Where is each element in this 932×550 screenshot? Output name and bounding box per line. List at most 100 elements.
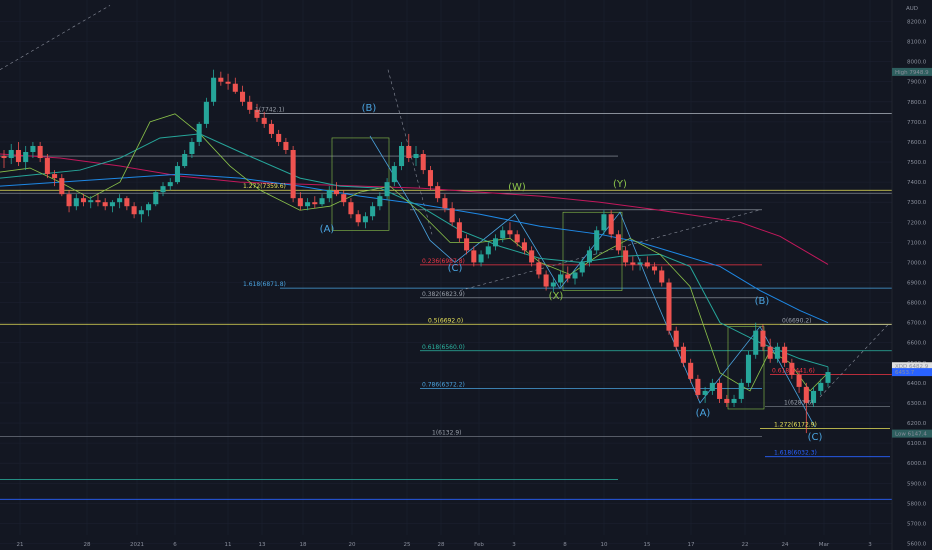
- candle-body: [305, 202, 311, 207]
- candle-body: [15, 149, 21, 163]
- wave-path: [454, 211, 816, 428]
- candle-body: [724, 398, 730, 403]
- candle-body: [767, 346, 773, 359]
- candle-body: [594, 230, 600, 251]
- moving-average-line: [0, 113, 829, 392]
- fib-level-label: 1.618(6871.8): [243, 281, 286, 288]
- candle-body: [717, 382, 723, 399]
- time-tick-label: 24: [782, 542, 789, 548]
- price-tick-label: 7000.0: [907, 260, 927, 266]
- price-tick-label: 5700.0: [907, 521, 927, 527]
- price-tag-text: XDD 6482.9: [895, 364, 929, 370]
- candles: [1, 69, 831, 434]
- price-tick-label: 6900.0: [907, 281, 927, 287]
- price-tick-label: 7200.0: [907, 220, 927, 226]
- candle-body: [153, 192, 159, 205]
- candle-body: [203, 101, 209, 124]
- candle-body: [333, 190, 340, 195]
- candle-body: [399, 145, 405, 167]
- candle-body: [247, 101, 253, 110]
- candle-body: [529, 250, 535, 263]
- price-axis[interactable]: AUD 8200.0 8100.0 8000.0 7900.0 7800.0 7700.0…: [891, 0, 927, 550]
- price-tick-label: 5800.0: [907, 501, 927, 507]
- fib-level-label: 1.618(6032.3): [774, 450, 817, 457]
- moving-average-line: [0, 133, 829, 368]
- candle-body: [514, 234, 520, 243]
- wave-label: (B): [362, 103, 377, 114]
- candle-body: [167, 182, 173, 187]
- price-tick-label: 7700.0: [907, 120, 927, 126]
- price-tick-label: 5600.0: [907, 542, 927, 548]
- candle-body: [95, 200, 101, 203]
- candle-body: [239, 91, 246, 102]
- fib-level-label: 0.236(6987.8): [422, 258, 465, 265]
- candle-body: [297, 198, 303, 207]
- moving-average-line: [0, 153, 829, 265]
- candle-body: [615, 234, 621, 251]
- candle-body: [818, 382, 824, 391]
- price-tick-label: 7100.0: [907, 240, 927, 246]
- candle-body: [774, 346, 780, 359]
- candle-body: [211, 77, 217, 102]
- candle-body: [290, 149, 296, 199]
- candle-body: [572, 272, 578, 279]
- wave-label: (A): [320, 224, 335, 235]
- candle-body: [608, 214, 614, 235]
- pattern-box: [562, 211, 623, 291]
- candle-body: [362, 216, 368, 223]
- candle-body: [276, 133, 282, 142]
- price-tick-label: 8200.0: [907, 20, 927, 26]
- candle-body: [52, 174, 58, 179]
- price-tag-bg: [892, 67, 932, 76]
- time-tick-label: Mar: [819, 542, 830, 548]
- wave-label: (C): [448, 263, 463, 274]
- candle-body: [623, 250, 629, 263]
- candle-body: [254, 109, 260, 118]
- candle-body: [160, 186, 166, 193]
- candle-body: [702, 390, 708, 395]
- time-tick-label: 21: [17, 542, 24, 548]
- candle-body: [174, 166, 181, 183]
- candle-body: [88, 200, 94, 203]
- candle-body: [377, 196, 383, 207]
- candle-body: [630, 262, 636, 265]
- wave-path: [369, 135, 456, 263]
- candle-body: [565, 274, 571, 279]
- price-tick-label: 7400.0: [907, 180, 927, 186]
- price-tag-bg: [892, 362, 932, 371]
- fib-labels: 1(7742.1) 1.272(7359.6) 0.236(6987.8) 1.618…: [243, 106, 817, 456]
- candle-body: [536, 262, 542, 275]
- candle-body: [261, 117, 267, 124]
- price-tag-bg: [892, 368, 932, 377]
- candle-body: [550, 282, 556, 287]
- candle-body: [811, 390, 817, 403]
- candle-body: [59, 178, 65, 195]
- time-axis[interactable]: 21 28 2021 6 11 13 18 20 25 28 Feb 3 8 10 15 17 22 24 Mar 3: [17, 542, 873, 548]
- time-tick-label: 3: [868, 542, 872, 548]
- candle-body: [435, 186, 441, 199]
- candle-body: [471, 250, 477, 263]
- candle-body: [500, 230, 506, 239]
- candle-body: [406, 145, 412, 159]
- candle-body: [109, 202, 115, 207]
- fib-level-label: 1.272(6172.9): [774, 421, 817, 428]
- candle-body: [485, 246, 491, 255]
- candle-body: [680, 346, 686, 363]
- wave-label: (A): [696, 408, 711, 419]
- candle-body: [117, 198, 123, 203]
- time-tick-label: 18: [300, 542, 307, 548]
- candle-body: [709, 382, 715, 391]
- candle-body: [659, 270, 665, 283]
- candle-body: [464, 238, 470, 251]
- candle-body: [391, 166, 397, 183]
- time-tick-label: 28: [84, 542, 91, 548]
- candle-body: [146, 204, 152, 211]
- wave-label: (X): [549, 291, 564, 302]
- candle-body: [601, 214, 607, 231]
- candle-body: [131, 206, 137, 215]
- candle-body: [738, 382, 744, 399]
- price-tick-label: 5900.0: [907, 481, 927, 487]
- fib-level-label: 1(6132.9): [432, 430, 462, 437]
